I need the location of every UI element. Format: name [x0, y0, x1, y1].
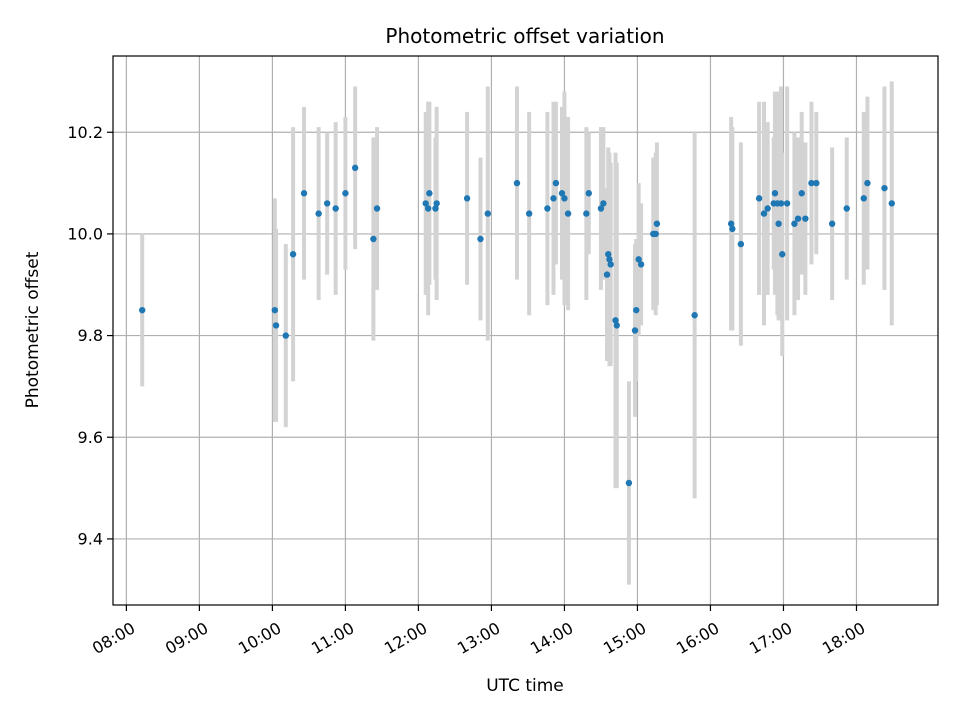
data-point [631, 327, 639, 334]
data-point [777, 200, 785, 207]
data-point [272, 322, 280, 329]
data-point [764, 205, 771, 212]
y-tick-label: 10.0 [67, 224, 103, 243]
data-point [737, 240, 745, 248]
data-point [607, 261, 614, 268]
data-point [605, 251, 612, 258]
y-tick-label: 9.4 [78, 529, 103, 548]
data-point [652, 230, 659, 238]
data-point [513, 179, 521, 187]
x-axis-title: UTC time [486, 676, 564, 696]
data-point [794, 215, 802, 222]
data-point [585, 190, 592, 197]
data-point [813, 179, 820, 187]
data-point [612, 317, 619, 324]
data-point [881, 184, 888, 192]
data-points [139, 164, 895, 487]
data-point [597, 205, 605, 212]
data-point [635, 256, 642, 263]
data-point [727, 220, 735, 227]
data-point [323, 200, 331, 207]
data-point [552, 179, 560, 187]
data-point [564, 210, 572, 217]
y-axis-ticks: 9.4 9.6 9.8 10.0 10.2 [67, 123, 113, 548]
chart-title: Photometric offset variation [385, 24, 664, 48]
data-point [783, 200, 791, 207]
data-point [424, 205, 432, 212]
data-point [525, 210, 533, 217]
data-point [370, 235, 377, 243]
data-point [433, 200, 440, 207]
data-point [300, 190, 308, 197]
data-point [422, 200, 429, 207]
data-point [463, 195, 471, 202]
data-point [332, 205, 339, 212]
data-point [860, 195, 867, 202]
data-point [426, 190, 433, 197]
data-point [550, 195, 557, 202]
data-point [633, 306, 640, 314]
data-point [775, 220, 782, 227]
data-point [755, 195, 763, 202]
data-point [342, 190, 349, 197]
data-point [637, 261, 645, 268]
data-point [791, 220, 798, 227]
data-point [561, 195, 568, 202]
data-point [583, 210, 590, 217]
data-point [888, 200, 895, 207]
data-point [544, 205, 551, 212]
data-point [828, 220, 836, 227]
data-point [625, 479, 633, 487]
data-point [653, 220, 661, 227]
data-point [600, 200, 607, 207]
data-point [315, 210, 322, 217]
data-point [289, 251, 297, 258]
data-point [729, 225, 736, 233]
data-point [606, 256, 613, 263]
data-point [603, 271, 611, 278]
data-point [808, 179, 815, 187]
data-point [864, 179, 871, 187]
data-point [139, 306, 146, 314]
data-point [771, 190, 779, 197]
data-point [760, 210, 768, 217]
data-point [351, 164, 359, 172]
data-point [282, 332, 289, 339]
y-tick-label: 9.8 [78, 326, 103, 345]
y-tick-label: 10.2 [67, 123, 103, 142]
data-point [798, 190, 805, 197]
y-tick-label: 9.6 [78, 428, 103, 447]
data-point [477, 235, 484, 243]
data-point [613, 322, 620, 329]
data-point [271, 306, 279, 314]
data-point [373, 205, 381, 212]
data-point [691, 312, 698, 319]
plot-frame [112, 55, 939, 606]
data-point [843, 205, 850, 212]
data-point [432, 205, 439, 212]
data-point [779, 251, 786, 258]
data-point [558, 190, 566, 197]
y-axis-title: Photometric offset [23, 251, 43, 408]
data-point [484, 210, 491, 217]
data-point [802, 215, 809, 222]
